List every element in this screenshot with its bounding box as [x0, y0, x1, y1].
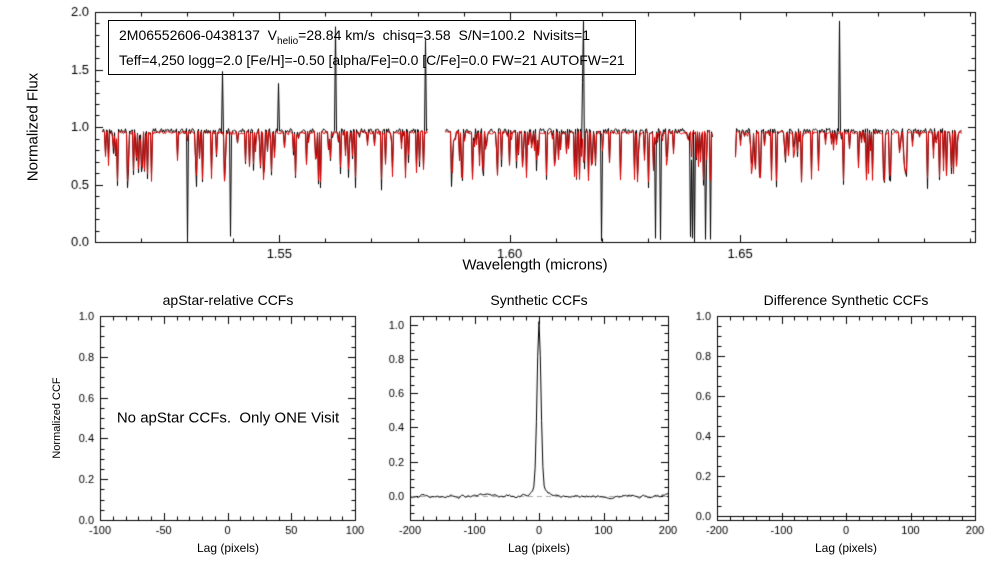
apstar-ccf-panel-title: apStar-relative CCFs — [162, 292, 294, 308]
fit-stats-text: =28.84 km/s chisq=3.58 S/N=100.2 Nvisits… — [298, 27, 590, 43]
synthetic-ccf-x-axis-title: Lag (pixels) — [507, 541, 571, 555]
difference-ccf-panel-title: Difference Synthetic CCFs — [763, 292, 929, 308]
fit-parameters-annotation-box: 2M06552606-0438137 Vhelio=28.84 km/s chi… — [108, 20, 636, 75]
annotation-line-1: 2M06552606-0438137 Vhelio=28.84 km/s chi… — [119, 26, 625, 51]
spectrum-y-axis-title: Normalized Flux — [24, 72, 42, 182]
vhelio-subscript: helio — [277, 35, 299, 47]
target-id-text: 2M06552606-0438137 V — [119, 27, 278, 43]
apstar-ccf-x-axis-title: Lag (pixels) — [196, 541, 260, 555]
synthetic-ccf-panel-title: Synthetic CCFs — [490, 292, 588, 308]
no-apstar-ccfs-message: No apStar CCFs. Only ONE Visit — [116, 409, 340, 427]
difference-ccf-x-axis-title: Lag (pixels) — [814, 541, 878, 555]
annotation-line-2: Teff=4,250 logg=2.0 [Fe/H]=-0.50 [alpha/… — [119, 51, 625, 68]
spectrum-x-axis-title: Wavelength (microns) — [462, 256, 608, 274]
ccf-y-axis-title: Normalized CCF — [51, 377, 63, 459]
